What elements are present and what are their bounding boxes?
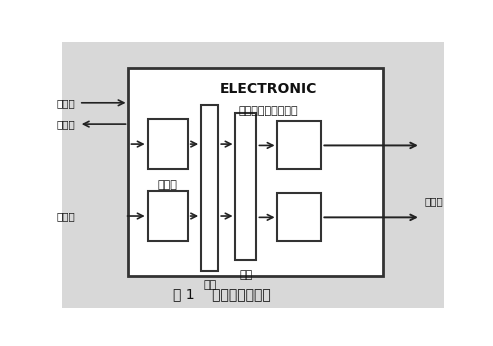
Text: 电子调制器或发射器: 电子调制器或发射器 xyxy=(239,106,298,116)
Text: 光输出: 光输出 xyxy=(424,197,443,206)
Bar xyxy=(278,121,321,170)
Text: 增益: 增益 xyxy=(203,280,216,290)
Bar xyxy=(278,193,321,242)
Bar xyxy=(147,191,188,242)
Bar xyxy=(129,68,383,276)
Bar xyxy=(201,106,218,271)
Text: 光输入: 光输入 xyxy=(56,211,75,221)
Text: 图 1    灵巧像素示意图: 图 1 灵巧像素示意图 xyxy=(173,288,271,302)
Text: 电输入: 电输入 xyxy=(56,98,75,108)
Bar xyxy=(147,119,188,170)
Text: 和输出: 和输出 xyxy=(56,119,75,129)
Text: 逻辑: 逻辑 xyxy=(239,270,252,280)
Bar xyxy=(236,113,256,260)
Text: ELECTRONIC: ELECTRONIC xyxy=(219,82,317,97)
Text: 探测器: 探测器 xyxy=(158,180,177,190)
